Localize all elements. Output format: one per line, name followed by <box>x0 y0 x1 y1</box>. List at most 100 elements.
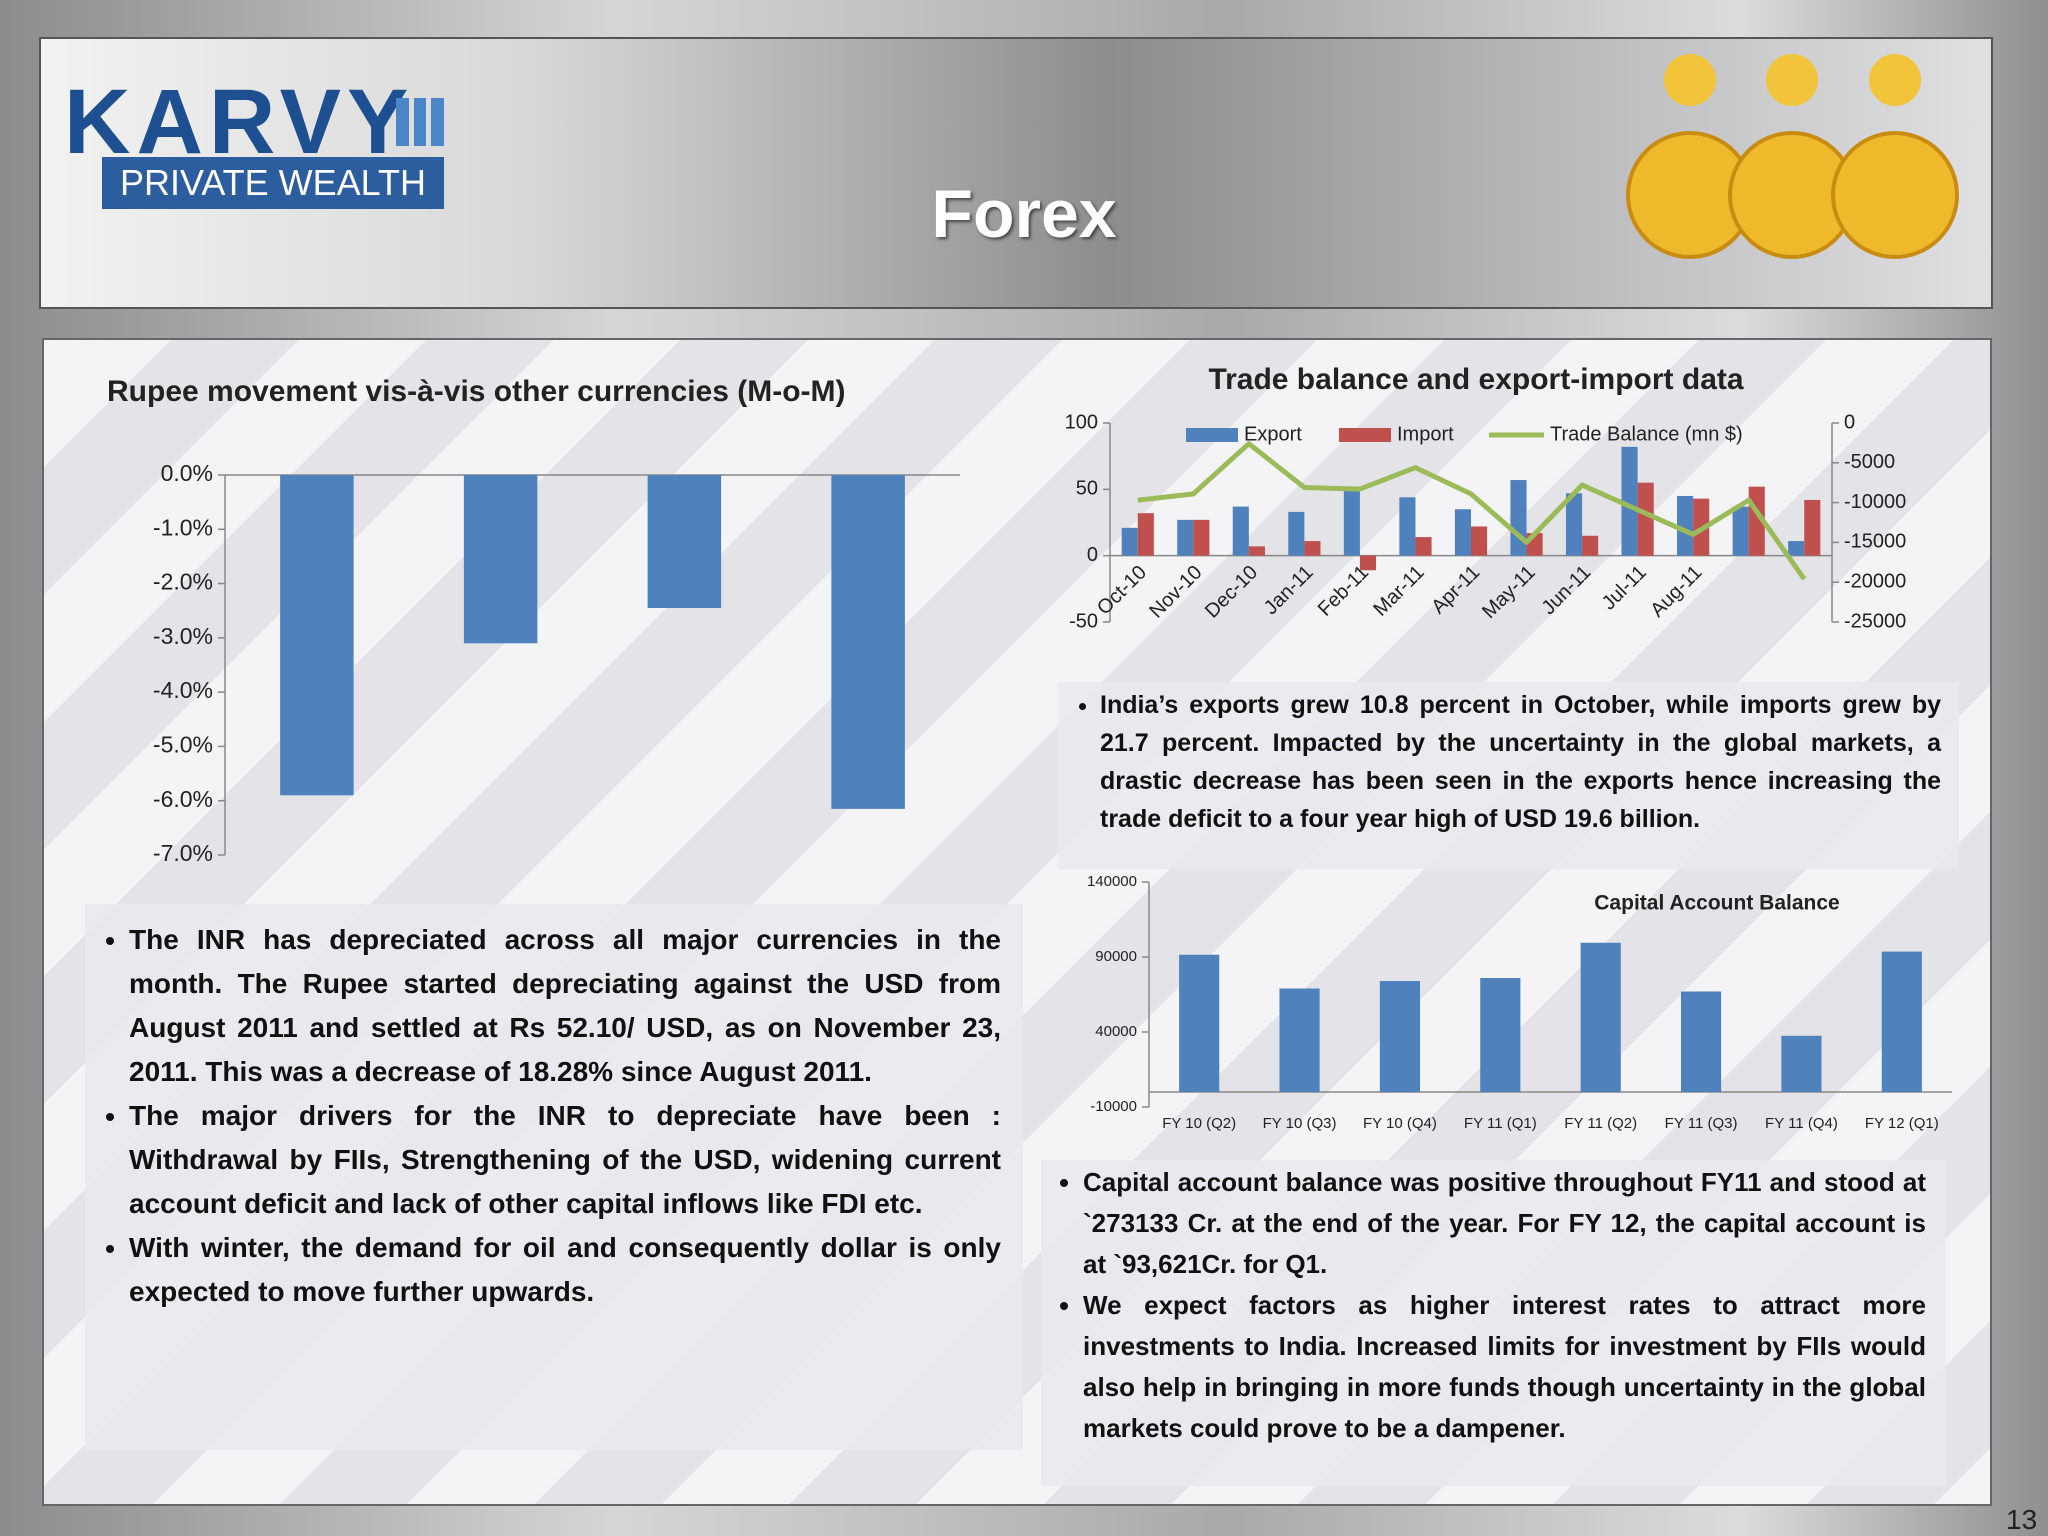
bar <box>1288 511 1305 556</box>
category-label: Aug-11 <box>1646 561 1706 621</box>
bar <box>1580 942 1621 1092</box>
chart-title: Capital Account Balance <box>1594 892 1839 915</box>
note: Capital account balance was positive thr… <box>1083 1162 1926 1285</box>
bar <box>1415 537 1432 556</box>
logo-name: KARVY <box>64 71 415 173</box>
page-number: 13 <box>2006 1504 2038 1535</box>
category-label: FY 10 (Q4) <box>1363 1115 1437 1132</box>
tick-label: 90000 <box>1095 948 1137 965</box>
bar <box>1343 489 1360 556</box>
category-label: FY 10 (Q2) <box>1162 1115 1236 1132</box>
bar <box>1637 482 1654 556</box>
chart-title: Rupee movement vis-à-vis other currencie… <box>107 375 846 408</box>
bar <box>647 475 722 608</box>
tick-label: -4.0% <box>153 677 213 703</box>
category-label: FY 11 (Q4) <box>1765 1115 1838 1132</box>
tick-label: -15000 <box>1844 531 1906 553</box>
tick-label: -3.0% <box>153 623 213 649</box>
slide-title: Forex <box>931 176 1117 252</box>
tick-label: -5.0% <box>153 732 213 758</box>
bar <box>1565 493 1583 556</box>
trade-notes: India’s exports grew 10.8 percent in Oct… <box>1058 682 1959 869</box>
bar <box>1359 555 1377 571</box>
bar <box>1379 981 1421 1092</box>
category-label: Jan-11 <box>1260 561 1318 619</box>
category-label: Dec-10 <box>1201 561 1262 622</box>
bar <box>1179 954 1220 1092</box>
category-label: FY 12 (Q1) <box>1865 1115 1939 1132</box>
tick-label: 0 <box>1087 544 1098 566</box>
bar <box>1510 480 1527 556</box>
category-label: FY 11 (Q1) <box>1464 1115 1537 1132</box>
logo-tagline: PRIVATE WEALTH <box>102 157 444 209</box>
bar <box>1471 526 1488 556</box>
category-label: Oct-10 <box>1093 561 1151 619</box>
category-label: FY 10 (Q3) <box>1263 1115 1337 1132</box>
line <box>1137 441 1807 581</box>
category-label: FY 11 (Q3) <box>1665 1115 1738 1132</box>
category-label: FY 11 (Q2) <box>1564 1115 1637 1132</box>
bar <box>1621 446 1638 556</box>
legend-label: Import <box>1397 423 1454 445</box>
tick-label: -7.0% <box>153 840 213 866</box>
category-label: Feb-11 <box>1314 561 1373 620</box>
bar <box>1399 497 1416 556</box>
category-label: Jul-11 <box>1598 561 1651 614</box>
legend-label: Trade Balance (mn $) <box>1550 423 1743 445</box>
tick-label: -25000 <box>1844 610 1906 632</box>
bar <box>1193 519 1210 556</box>
tick-label: 50 <box>1076 478 1098 500</box>
chart-title: Trade balance and export-import data <box>1208 363 1743 396</box>
bar <box>1248 546 1265 556</box>
bar <box>1781 1035 1822 1092</box>
tick-label: -10000 <box>1844 491 1906 513</box>
legend-swatch <box>1186 428 1238 442</box>
tick-label: 100 <box>1065 411 1098 433</box>
bar <box>1677 495 1694 556</box>
bar <box>1680 991 1722 1092</box>
bar <box>1480 978 1521 1092</box>
tick-label: 0.0% <box>161 460 213 486</box>
tick-label: -1.0% <box>153 514 213 540</box>
coin-figures <box>1626 54 1959 259</box>
bar <box>831 475 905 809</box>
tick-label: 40000 <box>1095 1023 1137 1040</box>
bar <box>1804 499 1821 556</box>
category-label: May-11 <box>1478 561 1540 623</box>
tick-label: -50 <box>1069 610 1098 632</box>
note: India’s exports grew 10.8 percent in Oct… <box>1100 686 1941 838</box>
capital-notes: Capital account balance was positive thr… <box>1041 1160 1946 1486</box>
bar <box>1881 951 1922 1092</box>
bar <box>1732 506 1749 556</box>
category-label: Mar-11 <box>1369 561 1428 620</box>
bar <box>1788 541 1805 556</box>
rupee-notes: The INR has depreciated across all major… <box>85 904 1023 1450</box>
tick-label: -5000 <box>1844 451 1895 473</box>
bar <box>1304 541 1321 556</box>
category-label: Nov-10 <box>1145 561 1206 622</box>
category-label: Jun-11 <box>1538 561 1596 619</box>
note: The INR has depreciated across all major… <box>129 918 1001 1094</box>
tick-label: 0 <box>1844 411 1855 433</box>
bar <box>1137 513 1154 556</box>
bar <box>1454 509 1471 556</box>
category-label: Apr-11 <box>1427 561 1484 618</box>
note: We expect factors as higher interest rat… <box>1083 1285 1926 1449</box>
bar <box>1177 519 1194 556</box>
bar <box>1279 988 1320 1092</box>
legend-swatch <box>1339 428 1391 442</box>
bar <box>1121 527 1138 556</box>
note: The major drivers for the INR to depreci… <box>129 1094 1001 1226</box>
tick-label: -20000 <box>1844 570 1906 592</box>
bar <box>1232 506 1249 556</box>
tick-label: -10000 <box>1090 1098 1137 1115</box>
logo-bars <box>396 98 445 146</box>
tick-label: 140000 <box>1087 873 1137 890</box>
bar <box>463 475 538 644</box>
tick-label: -6.0% <box>153 786 213 812</box>
bar <box>280 475 354 796</box>
legend-label: Export <box>1244 423 1302 445</box>
note: With winter, the demand for oil and cons… <box>129 1226 1001 1314</box>
